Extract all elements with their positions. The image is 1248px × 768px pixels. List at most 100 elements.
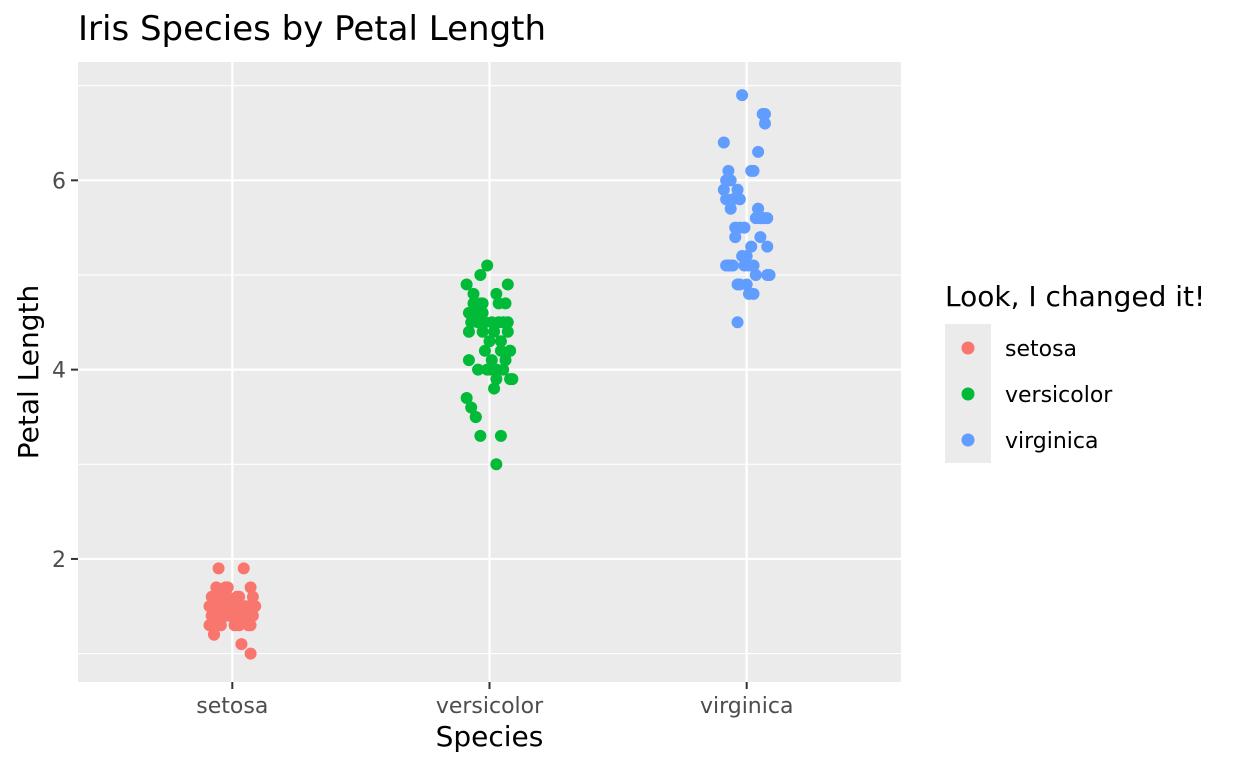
data-point-virginica [722, 164, 735, 177]
legend: Look, I changed it! setosa versicolor virg… [945, 280, 1205, 463]
data-point-versicolor [476, 297, 489, 310]
data-point-virginica [745, 164, 758, 177]
data-point-versicolor [490, 363, 503, 376]
data-point-virginica [720, 174, 733, 187]
data-point-virginica [758, 212, 771, 225]
data-point-setosa [208, 628, 221, 641]
data-point-setosa [244, 581, 257, 594]
data-point-virginica [761, 268, 774, 281]
data-point-virginica [733, 221, 746, 234]
data-point-versicolor [472, 363, 485, 376]
data-point-versicolor [469, 410, 482, 423]
data-point-setosa [246, 600, 259, 613]
data-point-versicolor [494, 335, 507, 348]
data-point-versicolor [483, 335, 496, 348]
data-point-setosa [230, 590, 243, 603]
data-point-virginica [740, 250, 753, 263]
data-point-virginica [747, 259, 760, 272]
data-point-virginica [754, 231, 767, 244]
data-point-virginica [749, 268, 762, 281]
data-point-setosa [226, 600, 239, 613]
data-point-versicolor [499, 297, 512, 310]
data-point-versicolor [465, 316, 478, 329]
data-point-versicolor [485, 354, 498, 367]
legend-title: Look, I changed it! [945, 280, 1205, 313]
data-point-virginica [717, 136, 730, 149]
data-point-setosa [233, 619, 246, 632]
data-point-setosa [221, 590, 234, 603]
data-point-versicolor [488, 382, 501, 395]
data-point-setosa [219, 581, 232, 594]
data-point-versicolor [488, 325, 501, 338]
data-point-versicolor [462, 325, 475, 338]
legend-swatch-setosa [961, 341, 975, 355]
legend-swatch-versicolor [961, 387, 975, 401]
legend-label-setosa: setosa [1005, 337, 1077, 362]
data-point-versicolor [467, 306, 480, 319]
data-point-setosa [212, 562, 225, 575]
data-point-versicolor [465, 401, 478, 414]
data-point-virginica [752, 145, 765, 158]
data-point-virginica [761, 240, 774, 253]
data-point-versicolor [476, 325, 489, 338]
data-point-versicolor [501, 325, 514, 338]
data-point-setosa [203, 600, 216, 613]
data-point-setosa [246, 590, 259, 603]
data-point-virginica [726, 193, 739, 206]
data-point-versicolor [490, 373, 503, 386]
data-point-setosa [244, 647, 257, 660]
data-point-virginica [736, 89, 749, 102]
data-point-versicolor [494, 344, 507, 357]
data-point-versicolor [460, 392, 473, 405]
data-point-versicolor [481, 259, 494, 272]
data-point-setosa [235, 638, 248, 651]
y-tick-label: 6 [52, 169, 66, 194]
data-point-versicolor [462, 354, 475, 367]
data-point-setosa [205, 609, 218, 622]
data-point-versicolor [504, 373, 517, 386]
data-point-virginica [745, 240, 758, 253]
x-tick-label: versicolor [436, 694, 544, 719]
data-point-virginica [752, 202, 765, 215]
data-point-virginica [742, 287, 755, 300]
x-tick-label: virginica [700, 694, 794, 719]
data-point-versicolor [492, 316, 505, 329]
data-point-virginica [758, 117, 771, 130]
y-tick-label: 2 [52, 548, 66, 573]
data-point-setosa [210, 581, 223, 594]
data-point-versicolor [494, 429, 507, 442]
data-point-versicolor [504, 344, 517, 357]
data-point-virginica [720, 259, 733, 272]
data-point-versicolor [499, 354, 512, 367]
data-points [203, 89, 776, 660]
data-point-virginica [738, 259, 751, 272]
y-tick-label: 4 [52, 359, 66, 384]
data-point-setosa [246, 609, 259, 622]
legend-label-versicolor: versicolor [1005, 383, 1113, 408]
data-point-versicolor [467, 287, 480, 300]
data-point-setosa [235, 600, 248, 613]
data-point-setosa [219, 609, 232, 622]
data-point-setosa [214, 600, 227, 613]
data-point-virginica [717, 183, 730, 196]
data-point-versicolor [490, 287, 503, 300]
data-point-setosa [210, 619, 223, 632]
data-point-versicolor [478, 344, 491, 357]
x-axis-title: Species [436, 720, 544, 753]
data-point-versicolor [490, 458, 503, 471]
legend-items: setosa versicolor virginica [961, 337, 1113, 454]
chart-title: Iris Species by Petal Length [78, 9, 546, 49]
data-point-versicolor [460, 278, 473, 291]
data-point-virginica [729, 231, 742, 244]
data-point-versicolor [474, 429, 487, 442]
data-point-virginica [724, 202, 737, 215]
data-point-versicolor [478, 316, 491, 329]
data-point-setosa [237, 609, 250, 622]
data-point-virginica [731, 278, 744, 291]
axes: 2 4 6 setosa versicolor virginica [52, 169, 793, 719]
data-point-versicolor [474, 268, 487, 281]
data-point-virginica [731, 183, 744, 196]
y-axis-title: Petal Length [12, 285, 45, 460]
x-tick-label: setosa [196, 694, 268, 719]
